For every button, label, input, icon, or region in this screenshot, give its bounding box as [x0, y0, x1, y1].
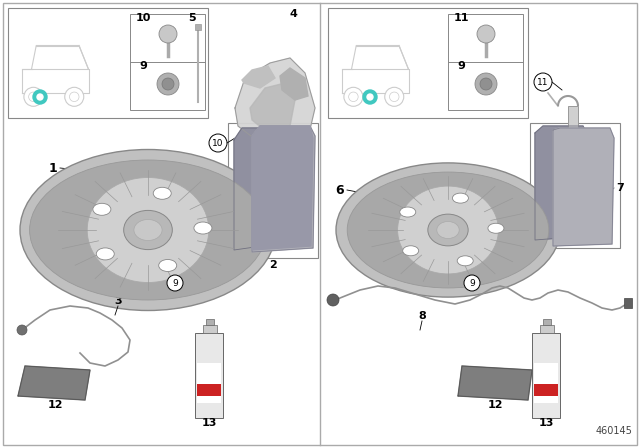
Circle shape [29, 92, 38, 102]
Ellipse shape [488, 223, 504, 233]
Text: 4: 4 [289, 9, 297, 19]
Circle shape [65, 87, 84, 106]
Ellipse shape [159, 259, 177, 271]
Ellipse shape [29, 160, 266, 300]
Ellipse shape [397, 186, 499, 274]
Circle shape [167, 275, 183, 291]
Polygon shape [18, 366, 90, 400]
Bar [448, 14, 523, 110]
Bar [543, 319, 551, 325]
Bar [328, 8, 528, 118]
Bar [228, 123, 318, 258]
Circle shape [159, 25, 177, 43]
Text: 9: 9 [457, 61, 465, 71]
Circle shape [534, 73, 552, 91]
Circle shape [327, 294, 339, 306]
Ellipse shape [153, 187, 172, 199]
Polygon shape [234, 128, 285, 250]
Bar [203, 325, 217, 333]
Ellipse shape [457, 256, 473, 266]
Bar [8, 8, 208, 118]
Polygon shape [242, 66, 275, 88]
Ellipse shape [336, 163, 560, 297]
Circle shape [349, 92, 358, 102]
Ellipse shape [20, 150, 276, 310]
Ellipse shape [134, 220, 162, 241]
Text: 5: 5 [188, 13, 196, 23]
Bar [555, 146, 580, 158]
Bar [197, 384, 221, 396]
Text: 2: 2 [269, 260, 277, 270]
Circle shape [480, 78, 492, 90]
Bar [195, 333, 223, 418]
Text: 12: 12 [47, 400, 63, 410]
Circle shape [475, 73, 497, 95]
Polygon shape [252, 126, 315, 252]
Ellipse shape [400, 207, 416, 217]
Text: 12: 12 [487, 400, 503, 410]
Text: 7: 7 [616, 183, 624, 193]
Circle shape [367, 94, 373, 100]
Ellipse shape [428, 214, 468, 246]
Text: 11: 11 [537, 78, 548, 86]
Ellipse shape [96, 248, 115, 260]
Bar [530, 123, 620, 248]
Bar [206, 319, 214, 325]
Circle shape [24, 87, 43, 106]
Ellipse shape [194, 222, 212, 234]
Circle shape [70, 92, 79, 102]
Text: 8: 8 [418, 311, 426, 321]
Text: 3: 3 [114, 296, 122, 306]
Text: 13: 13 [538, 418, 554, 428]
Ellipse shape [452, 193, 468, 203]
Polygon shape [535, 126, 588, 240]
Text: 460145: 460145 [595, 426, 632, 436]
Circle shape [37, 94, 43, 100]
Text: 9: 9 [139, 61, 147, 71]
Text: 9: 9 [172, 279, 178, 288]
Ellipse shape [403, 246, 419, 256]
Bar [568, 106, 578, 146]
Circle shape [162, 78, 174, 90]
Circle shape [385, 87, 404, 106]
Circle shape [209, 134, 227, 152]
Bar [540, 325, 554, 333]
Text: 9: 9 [469, 279, 475, 288]
Bar [130, 14, 205, 110]
Text: 11: 11 [453, 13, 468, 23]
Circle shape [33, 90, 47, 104]
Polygon shape [280, 68, 308, 100]
Circle shape [344, 87, 363, 106]
Circle shape [17, 325, 27, 335]
Text: 13: 13 [202, 418, 217, 428]
Text: 6: 6 [336, 184, 344, 197]
Circle shape [477, 25, 495, 43]
Bar [195, 24, 201, 30]
Circle shape [157, 73, 179, 95]
Text: 1: 1 [49, 161, 58, 175]
Text: 10: 10 [212, 138, 224, 147]
Polygon shape [252, 126, 313, 250]
Ellipse shape [437, 221, 460, 238]
Polygon shape [553, 128, 614, 246]
Bar [197, 363, 221, 403]
Circle shape [464, 275, 480, 291]
Circle shape [390, 92, 399, 102]
Bar [532, 333, 560, 418]
Bar [534, 363, 558, 403]
Polygon shape [235, 58, 315, 150]
Ellipse shape [87, 177, 209, 283]
Ellipse shape [93, 203, 111, 215]
Bar [534, 384, 558, 396]
Polygon shape [250, 83, 295, 133]
Ellipse shape [124, 211, 172, 250]
Circle shape [363, 90, 377, 104]
Ellipse shape [347, 172, 548, 288]
Bar [624, 298, 632, 308]
Text: 10: 10 [135, 13, 150, 23]
Polygon shape [458, 366, 532, 400]
